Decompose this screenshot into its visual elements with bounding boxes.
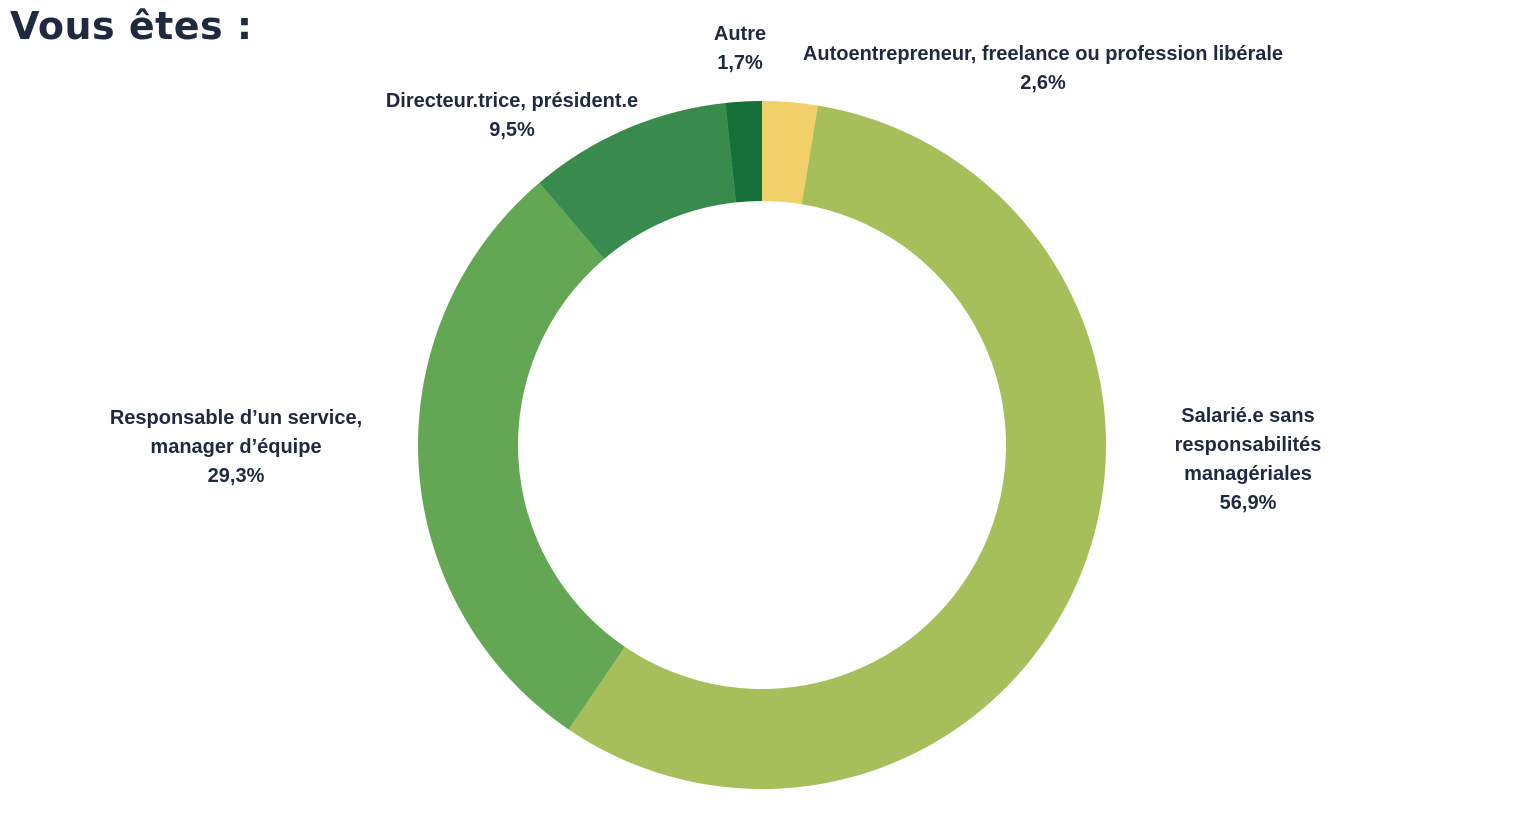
slice-value-label: 29,3% <box>208 465 265 487</box>
donut-slice <box>762 101 818 205</box>
slice-category-label: Autre <box>714 23 766 45</box>
slice-label: Directeur.trice, président.e 9,5% <box>386 90 638 141</box>
slice-label: Salarié.e sans responsabilités managériale… <box>1175 405 1322 514</box>
slice-label: Autre 1,7% <box>714 23 766 74</box>
chart-title: Vous êtes : <box>10 4 253 48</box>
slice-category-label: Autoentrepreneur, freelance ou professio… <box>803 43 1283 65</box>
slice-value-label: 2,6% <box>1020 72 1066 94</box>
slice-category-label: Directeur.trice, président.e <box>386 90 638 112</box>
slice-category-label: managériales <box>1184 463 1312 485</box>
donut-slice <box>539 102 736 259</box>
slice-value-label: 56,9% <box>1220 492 1277 514</box>
slice-value-label: 1,7% <box>717 52 763 74</box>
slice-category-label: Responsable d’un service, <box>110 407 362 429</box>
donut-slice <box>418 182 625 730</box>
slice-label: Responsable d’un service, manager d’équip… <box>110 407 362 487</box>
donut-slice <box>568 105 1106 790</box>
slice-category-label: manager d’équipe <box>150 436 321 458</box>
slice-category-label: Salarié.e sans <box>1181 405 1314 427</box>
slice-label: Autoentrepreneur, freelance ou professio… <box>803 43 1283 94</box>
slice-category-label: responsabilités <box>1175 434 1322 456</box>
slice-value-label: 9,5% <box>489 119 535 141</box>
donut-slice <box>725 101 762 203</box>
